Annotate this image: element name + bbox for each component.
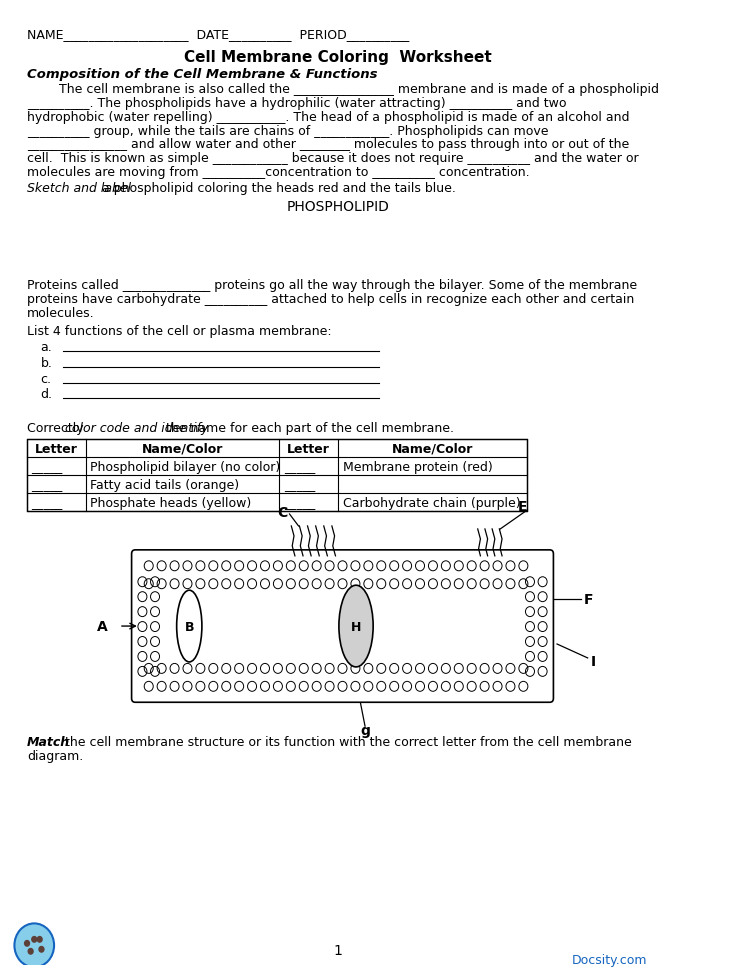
Circle shape — [37, 936, 43, 943]
Text: the name for each part of the cell membrane.: the name for each part of the cell membr… — [162, 422, 454, 435]
Text: b.: b. — [40, 357, 53, 369]
Text: Fatty acid tails (orange): Fatty acid tails (orange) — [90, 478, 239, 491]
Text: Carbohydrate chain (purple): Carbohydrate chain (purple) — [343, 496, 520, 509]
Text: Membrane protein (red): Membrane protein (red) — [343, 460, 492, 473]
Text: _____: _____ — [32, 460, 63, 473]
Text: The cell membrane is also called the ________________ membrane and is made of a : The cell membrane is also called the ___… — [27, 82, 659, 96]
Text: proteins have carbohydrate __________ attached to help cells in recognize each o: proteins have carbohydrate __________ at… — [27, 293, 634, 305]
Text: _____: _____ — [32, 478, 63, 491]
Text: F: F — [584, 592, 593, 606]
Text: _____: _____ — [32, 496, 63, 509]
Text: Proteins called ______________ proteins go all the way through the bilayer. Some: Proteins called ______________ proteins … — [27, 279, 638, 292]
Text: B: B — [184, 620, 194, 633]
Text: color code and identify: color code and identify — [65, 422, 209, 435]
Text: Letter: Letter — [35, 442, 78, 455]
Text: hydrophobic (water repelling) ___________. The head of a phospholipid is made of: hydrophobic (water repelling) __________… — [27, 110, 629, 123]
Text: g: g — [360, 724, 370, 737]
Text: I: I — [590, 654, 596, 669]
Text: _____: _____ — [284, 496, 315, 509]
Circle shape — [38, 946, 44, 953]
Text: Phospholipid bilayer (no color): Phospholipid bilayer (no color) — [90, 460, 280, 473]
Text: Name/Color: Name/Color — [392, 442, 473, 455]
Text: 1: 1 — [334, 944, 343, 957]
Text: cell.  This is known as simple ____________ because it does not require ________: cell. This is known as simple __________… — [27, 152, 639, 166]
Text: diagram.: diagram. — [27, 749, 83, 763]
Text: Cell Membrane Coloring  Worksheet: Cell Membrane Coloring Worksheet — [184, 49, 492, 65]
Text: Match: Match — [27, 735, 70, 748]
Text: _____: _____ — [284, 478, 315, 491]
Text: __________. The phospholipids have a hydrophilic (water attracting) __________ a: __________. The phospholipids have a hyd… — [27, 97, 566, 109]
Text: __________ group, while the tails are chains of ____________. Phospholipids can : __________ group, while the tails are ch… — [27, 124, 548, 138]
Text: E: E — [518, 499, 527, 514]
Text: Correctly: Correctly — [27, 422, 88, 435]
Text: C: C — [278, 506, 287, 519]
Text: NAME____________________  DATE__________  PERIOD__________: NAME____________________ DATE__________ … — [27, 28, 410, 41]
Text: Docsity.com: Docsity.com — [572, 953, 647, 966]
Text: List 4 functions of the cell or plasma membrane:: List 4 functions of the cell or plasma m… — [27, 325, 332, 337]
Ellipse shape — [339, 585, 374, 668]
Text: c.: c. — [40, 372, 52, 385]
Text: Name/Color: Name/Color — [142, 442, 224, 455]
Text: H: H — [351, 620, 361, 633]
Text: molecules are moving from __________concentration to __________ concentration.: molecules are moving from __________conc… — [27, 166, 529, 179]
Text: Sketch and label: Sketch and label — [27, 182, 131, 195]
Text: Phosphate heads (yellow): Phosphate heads (yellow) — [90, 496, 251, 509]
Text: d.: d. — [40, 389, 53, 401]
Circle shape — [31, 936, 38, 943]
Text: _____: _____ — [284, 460, 315, 473]
Text: a.: a. — [40, 340, 53, 354]
Text: Letter: Letter — [287, 442, 330, 455]
Circle shape — [14, 923, 54, 967]
Ellipse shape — [177, 590, 202, 662]
Text: PHOSPHOLIPID: PHOSPHOLIPID — [286, 200, 389, 214]
Circle shape — [24, 940, 30, 947]
Text: A: A — [98, 619, 108, 634]
Text: molecules.: molecules. — [27, 306, 94, 320]
Text: ________________ and allow water and other ________ molecules to pass through in: ________________ and allow water and oth… — [27, 139, 629, 151]
Circle shape — [28, 948, 34, 954]
Bar — [27, 440, 527, 512]
Text: a phospholipid coloring the heads red and the tails blue.: a phospholipid coloring the heads red an… — [98, 182, 456, 195]
Text: Composition of the Cell Membrane & Functions: Composition of the Cell Membrane & Funct… — [27, 68, 377, 80]
Text: the cell membrane structure or its function with the correct letter from the cel: the cell membrane structure or its funct… — [62, 735, 632, 748]
